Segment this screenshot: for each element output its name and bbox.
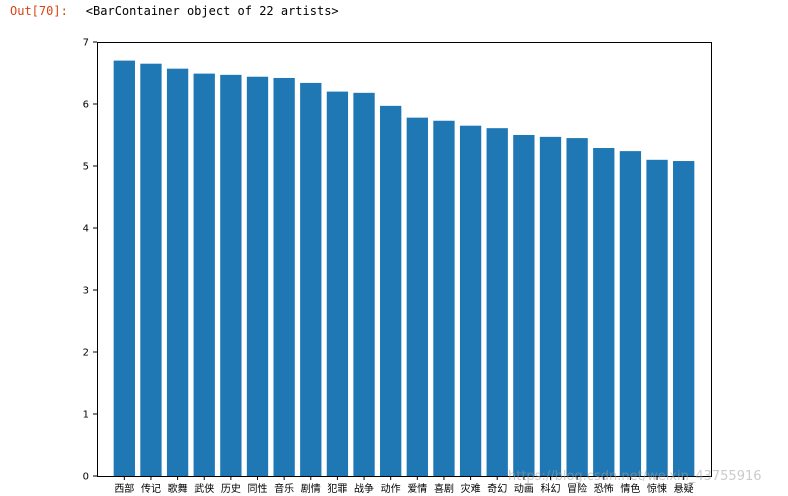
bar-3	[193, 73, 215, 477]
bar-2	[166, 68, 189, 476]
bar-20	[646, 159, 668, 477]
x-tick-label: 动作	[381, 483, 401, 495]
x-tick-label: 战争	[354, 482, 374, 495]
x-tick-label: 西部	[114, 482, 134, 495]
y-axis: 0 1 2 3 4 5 6 7	[83, 38, 97, 483]
bar-19	[619, 151, 642, 476]
bar-10	[380, 105, 402, 477]
x-tick-label: 情色	[620, 482, 640, 495]
x-tick-label: 歌舞	[168, 482, 188, 495]
bar-0	[113, 60, 135, 476]
bar-13	[459, 125, 482, 476]
bar-8	[326, 91, 349, 476]
output-line: Out[70]: <BarContainer object of 22 artis…	[10, 3, 339, 19]
y-tick-label: 4	[83, 224, 89, 235]
x-tick-label: 历史	[221, 483, 241, 495]
x-tick-label: 恐怖	[594, 482, 614, 495]
x-tick-label: 喜剧	[434, 482, 454, 495]
y-tick-label: 1	[83, 410, 89, 421]
y-tick-label: 0	[83, 472, 89, 483]
x-tick-label: 冒险	[567, 482, 587, 495]
bar-18	[593, 148, 615, 476]
x-tick-label: 传记	[141, 483, 161, 495]
bar-15	[513, 135, 535, 476]
bar-16	[539, 136, 562, 477]
bar-11	[406, 117, 428, 476]
x-tick-label: 科幻	[541, 482, 561, 495]
plot-frame	[97, 42, 712, 477]
bar-7	[300, 82, 322, 477]
bars-group	[113, 60, 695, 477]
x-tick-label: 剧情	[301, 482, 321, 495]
x-tick-label: 音乐	[274, 482, 294, 495]
x-tick-label: 同性	[248, 482, 268, 495]
bar-21	[673, 161, 695, 477]
x-tick-label: 奇幻	[487, 482, 507, 495]
bar-4	[220, 74, 242, 477]
y-tick-label: 5	[83, 162, 89, 173]
bar-5	[246, 76, 269, 476]
bar-6	[273, 77, 295, 477]
y-tick-label: 2	[83, 348, 89, 359]
output-text: <BarContainer object of 22 artists>	[85, 4, 339, 18]
bar-17	[566, 138, 588, 476]
x-tick-label: 动画	[514, 483, 534, 495]
x-tick-label: 悬疑	[674, 483, 694, 495]
x-tick-label: 爱情	[407, 482, 427, 495]
x-tick-label: 灾难	[461, 482, 481, 495]
x-axis: 西部 传记 歌舞 武侠 历史 同性 音乐 剧情 犯罪 战争 动作 爱情 喜剧 灾难 奇幻 动画 科幻 冒险 恐怖 情色…	[114, 476, 694, 495]
bar-1	[140, 63, 162, 476]
y-tick-label: 7	[83, 38, 89, 49]
bar-12	[433, 120, 455, 477]
output-prompt: Out[70]:	[10, 4, 68, 18]
y-tick-label: 6	[83, 100, 89, 111]
bar-9	[353, 92, 375, 476]
x-tick-label: 惊悚	[647, 482, 667, 495]
bar-14	[486, 128, 508, 476]
watermark: https://blog.csdn.net/weixin_43755916	[508, 469, 762, 484]
x-tick-label: 犯罪	[327, 483, 347, 495]
x-tick-label: 武侠	[194, 482, 214, 495]
y-tick-label: 3	[83, 286, 89, 297]
